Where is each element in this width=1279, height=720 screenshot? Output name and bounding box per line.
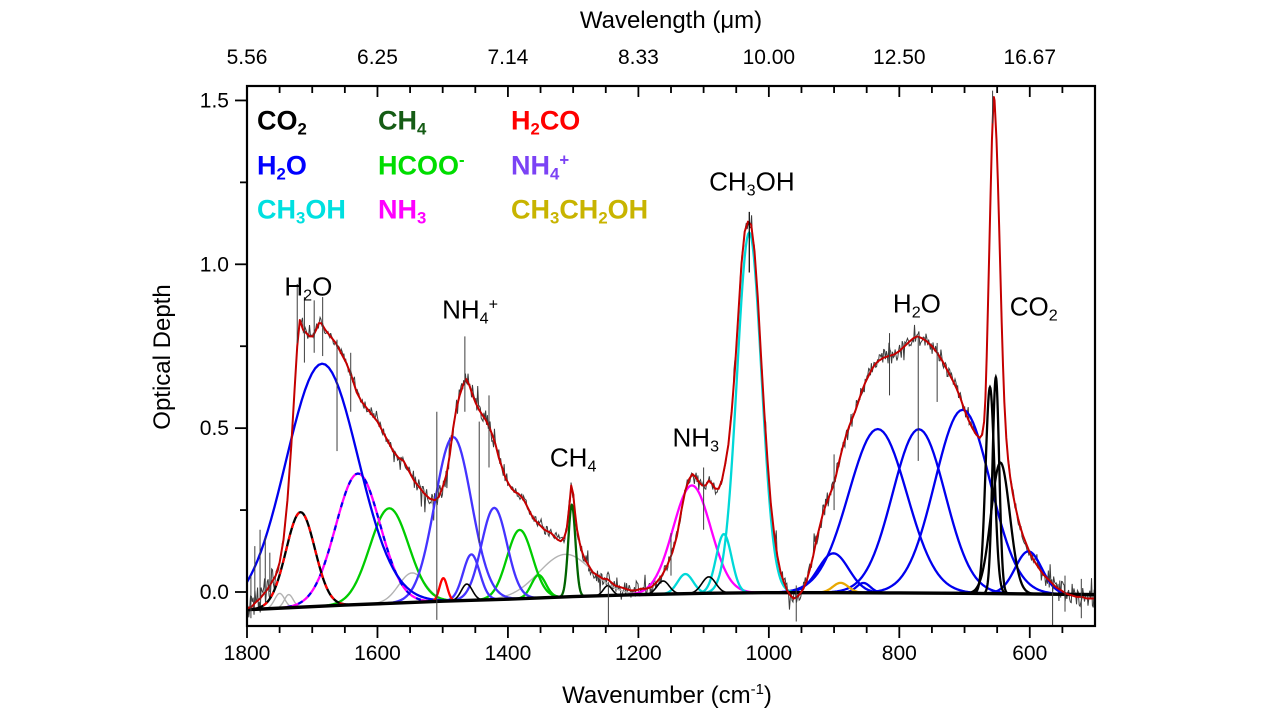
bottom-axis-title-superscript: -1: [750, 682, 764, 698]
component-NH3+NH4+ blend-1630: [247, 472, 523, 611]
legend-item-h2o: H2O: [257, 150, 307, 184]
legend-item-ch4: CH4: [378, 105, 427, 139]
x-tick-label: 1400: [485, 642, 532, 665]
annotation-ch4: CH4: [549, 442, 597, 475]
legend-item-nh3: NH3: [378, 194, 427, 228]
y-axis-title: Optical Depth: [149, 284, 176, 430]
annotation-ch3oh: CH3OH: [709, 166, 795, 200]
y-tick-label: 0.5: [200, 417, 229, 440]
bottom-axis-title: Wavenumber (cm-1): [562, 682, 772, 710]
bottom-axis-title-text: Wavenumber (cm: [562, 682, 751, 709]
annotation-nh4: NH4+: [442, 294, 499, 328]
top-axis-title: Wavelength (μm): [579, 7, 763, 34]
component-CH3OH-1069: [665, 532, 783, 596]
legend-item-ch3ch2oh: CH3CH2OH: [511, 194, 649, 228]
annotation-nh3: NH3: [672, 422, 720, 456]
x-tick-label: 600: [1012, 642, 1047, 665]
component-NH3-1118: [549, 484, 833, 599]
top-tick-label: 8.33: [618, 46, 659, 69]
top-tick-label: 12.50: [873, 46, 926, 69]
annotation-h2o: H2O: [892, 288, 941, 321]
component-overlay-1630: [247, 472, 523, 611]
x-tick-label: 800: [882, 642, 917, 665]
baseline-curve: [247, 590, 1095, 612]
y-tick-label: 1.5: [200, 89, 229, 112]
noise-spikes: [250, 90, 1082, 626]
plot-area: [247, 90, 1095, 626]
annotation-co2: CO2: [1009, 291, 1058, 325]
x-tick-label: 1800: [224, 642, 271, 665]
legend-item-h2co: H2CO: [511, 105, 581, 139]
axes: 1800 1600 1400 1200 1000 800 600 5.56 6.25 7.14 8.…: [200, 46, 1097, 665]
x-tick-label: 1600: [354, 642, 401, 665]
legend-item-nh4: NH4+: [511, 150, 570, 184]
top-tick-label: 7.14: [487, 46, 528, 69]
legend-item-co2: CO2: [257, 105, 307, 139]
top-tick-label: 10.00: [743, 46, 796, 69]
x-tick-label: 1000: [745, 642, 792, 665]
y-tick-label: 1.0: [200, 253, 229, 276]
component-H2O-703: [753, 408, 1095, 596]
total-fit-curve: [247, 96, 1095, 610]
legend-item-ch3oh: CH3OH: [257, 194, 346, 228]
component-H2O-602: [928, 550, 1095, 596]
y-tick-label: 0.0: [200, 581, 229, 604]
annotation-h2o: H2O: [284, 271, 333, 305]
component-NH4+-1456: [408, 553, 534, 604]
bottom-axis-title-close: ): [763, 682, 772, 709]
legend-item-hcoo: HCOO-: [378, 150, 465, 181]
top-tick-label: 16.67: [1003, 46, 1056, 69]
x-tick-label: 1200: [615, 642, 662, 665]
component-CH4-1302: [544, 503, 600, 599]
top-tick-label: 5.56: [227, 46, 268, 69]
top-tick-label: 6.25: [357, 46, 398, 69]
